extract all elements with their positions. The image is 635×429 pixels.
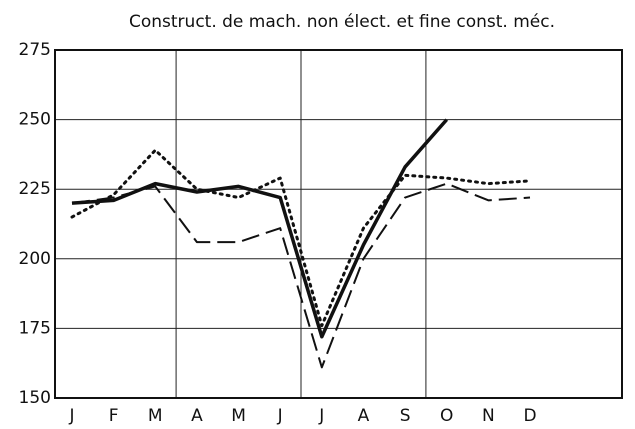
x-tick-label: D [523, 406, 536, 426]
x-tick-label: N [482, 406, 495, 426]
x-tick-label: A [191, 406, 203, 426]
y-tick-label: 275 [19, 40, 51, 60]
y-tick-label: 150 [19, 388, 51, 408]
x-tick-label: A [358, 406, 370, 426]
chart-title: Construct. de mach. non élect. et fine c… [129, 12, 555, 32]
line-series [71, 182, 531, 369]
y-tick-label: 250 [19, 110, 51, 130]
x-tick-label: F [109, 406, 119, 426]
line-series [71, 118, 449, 339]
x-tick-label: J [318, 406, 324, 426]
x-tick-label: M [231, 406, 246, 426]
x-tick-label: J [68, 406, 74, 426]
plot-frame [54, 49, 623, 399]
x-tick-label: S [400, 406, 411, 426]
y-tick-label: 225 [19, 179, 51, 199]
y-tick-label: 175 [19, 318, 51, 338]
line-series [70, 148, 532, 328]
x-tick-label: O [440, 406, 453, 426]
x-tick-label: J [277, 406, 283, 426]
x-tick-label: M [148, 406, 163, 426]
y-tick-label: 200 [19, 249, 51, 269]
